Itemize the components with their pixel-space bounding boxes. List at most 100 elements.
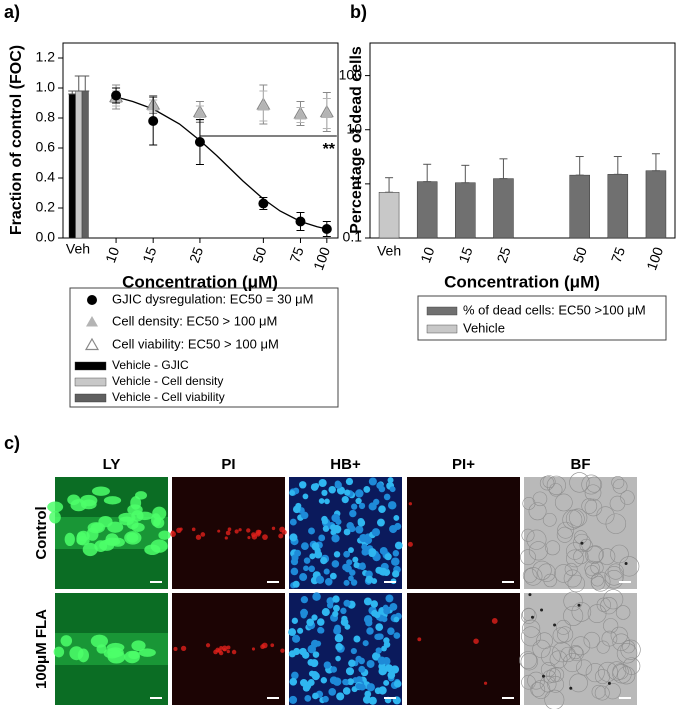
cell-outline xyxy=(522,568,538,583)
cell-outline xyxy=(568,508,588,527)
debris xyxy=(530,615,534,619)
dye-spot xyxy=(77,648,89,663)
data-point xyxy=(193,107,206,118)
micrograph xyxy=(407,477,520,589)
cell-outline xyxy=(610,626,628,645)
debris xyxy=(540,608,544,612)
nucleus xyxy=(378,667,387,676)
plot-frame xyxy=(369,42,676,239)
dye-spot xyxy=(53,646,65,658)
nucleus xyxy=(312,651,320,658)
y-tick-label: 1.0 xyxy=(36,79,56,95)
debris xyxy=(528,593,532,597)
nucleus xyxy=(349,509,357,518)
cell-outline xyxy=(615,605,631,620)
cell-outline xyxy=(591,575,606,591)
cell-outline xyxy=(591,573,604,587)
cell-outline xyxy=(540,646,561,666)
cell-outline xyxy=(536,632,553,650)
nucleus xyxy=(333,604,340,612)
nucleus xyxy=(348,547,354,553)
legend-label: Vehicle - Cell density xyxy=(112,374,223,388)
legend-swatch xyxy=(426,306,458,316)
y-tick-label: 10 xyxy=(346,120,362,136)
cell-outline xyxy=(619,556,640,577)
x-tick-label: Veh xyxy=(66,241,90,257)
nucleus xyxy=(330,524,337,531)
panel-label: a) xyxy=(4,2,20,22)
row-header: Control xyxy=(33,506,50,559)
cell-outline xyxy=(542,512,557,527)
cell-outline xyxy=(565,509,585,529)
nucleus xyxy=(383,641,391,648)
cell-outline xyxy=(590,571,611,592)
cell-outline xyxy=(594,685,610,701)
pi-spot xyxy=(215,647,220,653)
nucleus xyxy=(355,497,362,505)
nucleus xyxy=(322,695,329,703)
debris xyxy=(607,681,611,685)
data-point xyxy=(295,216,306,227)
cell-outline xyxy=(522,607,536,621)
cell-outline xyxy=(585,545,604,564)
dye-spot xyxy=(124,531,142,545)
cell-outline xyxy=(576,659,593,676)
cell-outline xyxy=(519,651,537,669)
nucleus xyxy=(308,565,316,573)
nucleus xyxy=(315,640,322,647)
nucleus xyxy=(376,482,384,490)
nucleus xyxy=(370,600,379,608)
data-point xyxy=(111,90,122,101)
x-tick-label: 100 xyxy=(643,245,666,273)
nucleus xyxy=(393,515,400,521)
cell-outline xyxy=(596,640,610,654)
cell-outline xyxy=(587,604,607,624)
dye-spot xyxy=(131,522,145,532)
x-axis-label: Concentration (μM) xyxy=(122,272,278,291)
nucleus xyxy=(310,483,319,491)
nucleus xyxy=(327,602,334,609)
cell-outline xyxy=(542,475,556,489)
error-bar xyxy=(385,177,394,193)
cell-outline xyxy=(531,680,551,699)
cell-outline xyxy=(586,545,604,563)
nucleus xyxy=(288,628,297,637)
nucleus xyxy=(376,518,385,527)
micrograph-bg xyxy=(407,593,520,705)
nucleus xyxy=(289,677,298,686)
nucleus xyxy=(330,666,338,673)
x-tick-label: 50 xyxy=(570,245,590,265)
data-point xyxy=(148,116,159,126)
nucleus xyxy=(344,564,352,573)
dye-spot xyxy=(144,544,161,556)
error-bar xyxy=(81,75,90,92)
bar xyxy=(81,90,89,239)
nucleus xyxy=(300,596,309,604)
dye-spot xyxy=(49,511,61,524)
nucleus xyxy=(303,565,309,572)
nucleus xyxy=(331,534,340,543)
nucleus xyxy=(343,579,350,586)
nucleus xyxy=(393,680,402,688)
nucleus xyxy=(311,542,320,550)
nucleus xyxy=(289,533,298,542)
pi-spot xyxy=(270,643,275,648)
nucleus xyxy=(316,618,325,626)
x-tick-label: 75 xyxy=(608,245,628,265)
cell-outline xyxy=(586,476,603,493)
nucleus xyxy=(330,572,337,580)
pi-spot xyxy=(491,618,498,624)
nucleus xyxy=(346,559,353,566)
nucleus xyxy=(363,597,372,606)
cell-outline xyxy=(539,475,555,491)
dye-spot xyxy=(118,512,136,522)
cell-outline xyxy=(585,663,605,683)
nucleus xyxy=(299,573,308,582)
legend-label: Cell density: EC50 > 100 μM xyxy=(112,313,277,328)
nucleus xyxy=(334,633,344,643)
x-tick-label: 10 xyxy=(102,245,122,265)
pi-spot xyxy=(173,646,178,651)
cell-outline xyxy=(556,619,571,635)
nucleus xyxy=(368,549,376,558)
pi-spot xyxy=(234,529,239,534)
